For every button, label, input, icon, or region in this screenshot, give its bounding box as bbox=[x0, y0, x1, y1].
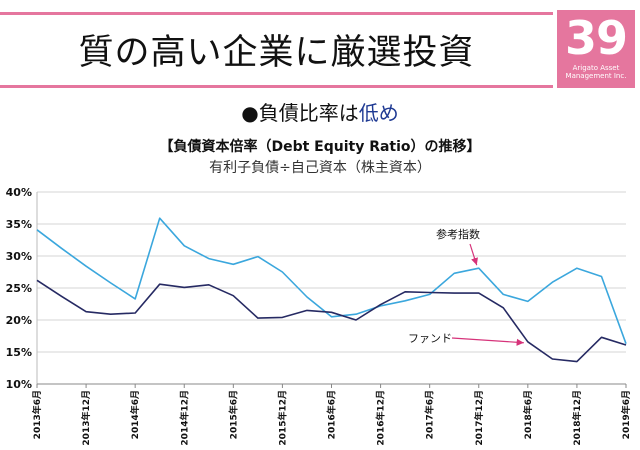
x-tick-label: 2018年12月 bbox=[571, 390, 583, 446]
subtitle-highlight: 低め bbox=[358, 101, 399, 125]
y-tick-label: 15% bbox=[6, 346, 32, 359]
page-title: 質の高い企業に厳選投資 bbox=[78, 33, 475, 73]
slide-number: 39 bbox=[564, 11, 628, 65]
x-tick-label: 2014年6月 bbox=[129, 390, 141, 439]
x-tick-label: 2016年12月 bbox=[375, 390, 387, 446]
fund-line bbox=[36, 279, 627, 363]
header-top-rule bbox=[0, 12, 553, 15]
y-tick-label: 10% bbox=[6, 378, 32, 391]
x-tick-label: 2013年12月 bbox=[80, 390, 92, 446]
chart-title: 【負債資本倍率（Debt Equity Ratio）の推移】 bbox=[159, 139, 481, 155]
x-tick-label: 2017年6月 bbox=[424, 390, 436, 439]
y-tick-label: 20% bbox=[6, 314, 32, 327]
x-tick-label: 2017年12月 bbox=[473, 390, 485, 446]
annotation-reference-index: 参考指数 bbox=[436, 227, 480, 241]
y-tick-label: 35% bbox=[6, 218, 32, 231]
x-tick-label: 2015年6月 bbox=[227, 390, 239, 439]
annotation-reference-arrow bbox=[469, 243, 478, 266]
slide-subtitle: ●負債比率は低め bbox=[0, 97, 640, 126]
annotation-fund-arrow bbox=[451, 337, 524, 346]
y-tick-label: 25% bbox=[6, 282, 32, 295]
x-tick-label: 2014年12月 bbox=[178, 390, 190, 446]
subtitle-main: ●負債比率は bbox=[241, 101, 359, 125]
slide-number-badge: 39 Arigato Asset Management Inc. bbox=[557, 10, 635, 88]
reference-index-line bbox=[36, 217, 627, 344]
chart-subtitle: 有利子負債÷自己資本（株主資本） bbox=[209, 160, 431, 176]
header-bottom-rule bbox=[0, 85, 553, 88]
x-tick-label: 2016年6月 bbox=[326, 390, 338, 439]
annotation-fund: ファンド bbox=[408, 332, 452, 345]
x-tick-label: 2015年12月 bbox=[276, 390, 288, 446]
x-tick-label: 2019年6月 bbox=[620, 390, 632, 439]
y-tick-label: 40% bbox=[6, 186, 32, 199]
y-tick-label: 30% bbox=[6, 250, 32, 263]
x-tick-label: 2018年6月 bbox=[522, 390, 534, 439]
x-tick-label: 2013年6月 bbox=[31, 390, 43, 439]
debt-equity-line-chart: 40% 35% 30% 25% 20% 15% 10%2013年6月 2013年12月 2014… bbox=[6, 186, 632, 446]
company-logo-text: Arigato Asset Management Inc. bbox=[565, 64, 627, 80]
